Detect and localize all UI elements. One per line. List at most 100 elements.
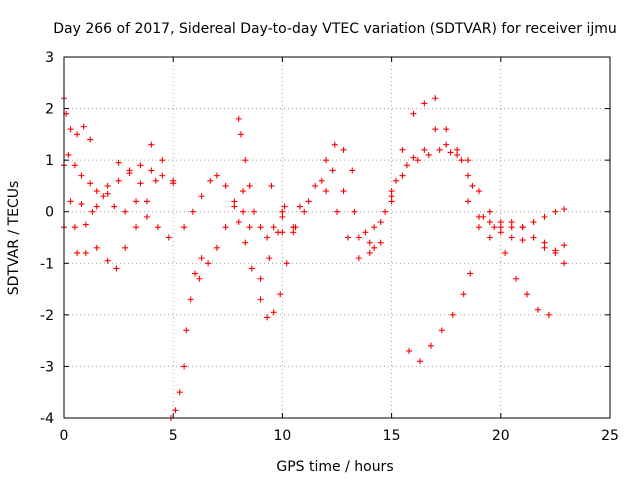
data-point	[497, 224, 504, 231]
data-point	[519, 224, 526, 231]
data-point	[344, 234, 351, 241]
x-tick-label: 20	[492, 428, 510, 444]
data-point	[143, 213, 150, 220]
x-tick-label: 25	[601, 428, 619, 444]
data-point	[165, 234, 172, 241]
data-point	[349, 167, 356, 174]
chart-title: Day 266 of 2017, Sidereal Day-to-day VTE…	[53, 21, 617, 37]
data-point	[257, 296, 264, 303]
data-point	[104, 182, 111, 189]
data-point	[552, 247, 559, 254]
data-point	[231, 198, 238, 205]
data-point	[111, 203, 118, 210]
data-point	[242, 157, 249, 164]
data-point	[279, 213, 286, 220]
data-point	[235, 115, 242, 122]
data-point	[436, 146, 443, 153]
data-point	[183, 327, 190, 334]
data-point	[508, 219, 515, 226]
data-point	[246, 182, 253, 189]
data-point	[176, 389, 183, 396]
data-markers	[61, 95, 568, 421]
data-point	[465, 157, 472, 164]
plot-frame	[63, 56, 611, 419]
x-tick-label: 5	[169, 428, 178, 444]
data-point	[266, 255, 273, 262]
y-tick-label: 3	[45, 50, 54, 66]
data-point	[222, 182, 229, 189]
data-point	[251, 208, 258, 215]
data-point	[82, 249, 89, 256]
data-point	[133, 224, 140, 231]
data-point	[257, 224, 264, 231]
data-point	[181, 224, 188, 231]
data-point	[270, 309, 277, 316]
data-point	[432, 95, 439, 102]
data-point	[438, 327, 445, 334]
data-point	[264, 234, 271, 241]
data-point	[312, 182, 319, 189]
data-point	[189, 208, 196, 215]
data-point	[67, 126, 74, 133]
x-tick-labels: 0 5 10 15 20 25	[60, 428, 619, 444]
data-point	[159, 157, 166, 164]
data-point	[410, 154, 417, 161]
data-point	[198, 193, 205, 200]
data-point	[475, 188, 482, 195]
data-point	[196, 275, 203, 282]
data-point	[222, 224, 229, 231]
data-point	[152, 177, 159, 184]
data-point	[351, 208, 358, 215]
data-point	[231, 203, 238, 210]
data-point	[240, 208, 247, 215]
data-point	[371, 224, 378, 231]
x-tick-label: 15	[383, 428, 401, 444]
data-point	[561, 206, 568, 213]
data-point	[460, 291, 467, 298]
data-point	[340, 146, 347, 153]
data-point	[541, 213, 548, 220]
data-point	[334, 208, 340, 215]
data-point	[93, 188, 100, 195]
data-point	[122, 244, 129, 251]
data-point	[388, 198, 395, 205]
data-point	[454, 146, 461, 153]
data-point	[399, 172, 406, 179]
data-point	[323, 188, 330, 195]
data-point	[530, 219, 537, 226]
data-point	[148, 167, 155, 174]
data-point	[237, 131, 244, 138]
data-point	[296, 203, 303, 210]
axis-ticks	[63, 56, 611, 419]
data-point	[458, 157, 465, 164]
data-point	[427, 342, 434, 349]
data-point	[198, 255, 205, 262]
data-point	[240, 188, 247, 195]
data-point	[192, 270, 199, 277]
data-point	[454, 151, 461, 158]
data-point	[100, 193, 107, 200]
data-point	[113, 265, 120, 272]
data-point	[148, 141, 155, 148]
data-point	[414, 157, 421, 164]
data-point	[388, 193, 395, 200]
data-point	[502, 249, 509, 256]
x-axis-label: GPS time / hours	[276, 459, 393, 475]
data-point	[268, 182, 275, 189]
data-point	[366, 239, 373, 246]
data-point	[207, 177, 214, 184]
data-point	[213, 172, 220, 179]
data-point	[541, 239, 548, 246]
data-point	[524, 291, 531, 298]
data-point	[115, 177, 122, 184]
data-point	[530, 234, 537, 241]
data-point	[205, 260, 212, 267]
data-point	[246, 224, 253, 231]
data-point	[425, 151, 432, 158]
data-point	[486, 234, 493, 241]
data-point	[126, 170, 133, 177]
data-point	[87, 136, 94, 143]
data-point	[264, 314, 271, 321]
data-point	[469, 182, 476, 189]
